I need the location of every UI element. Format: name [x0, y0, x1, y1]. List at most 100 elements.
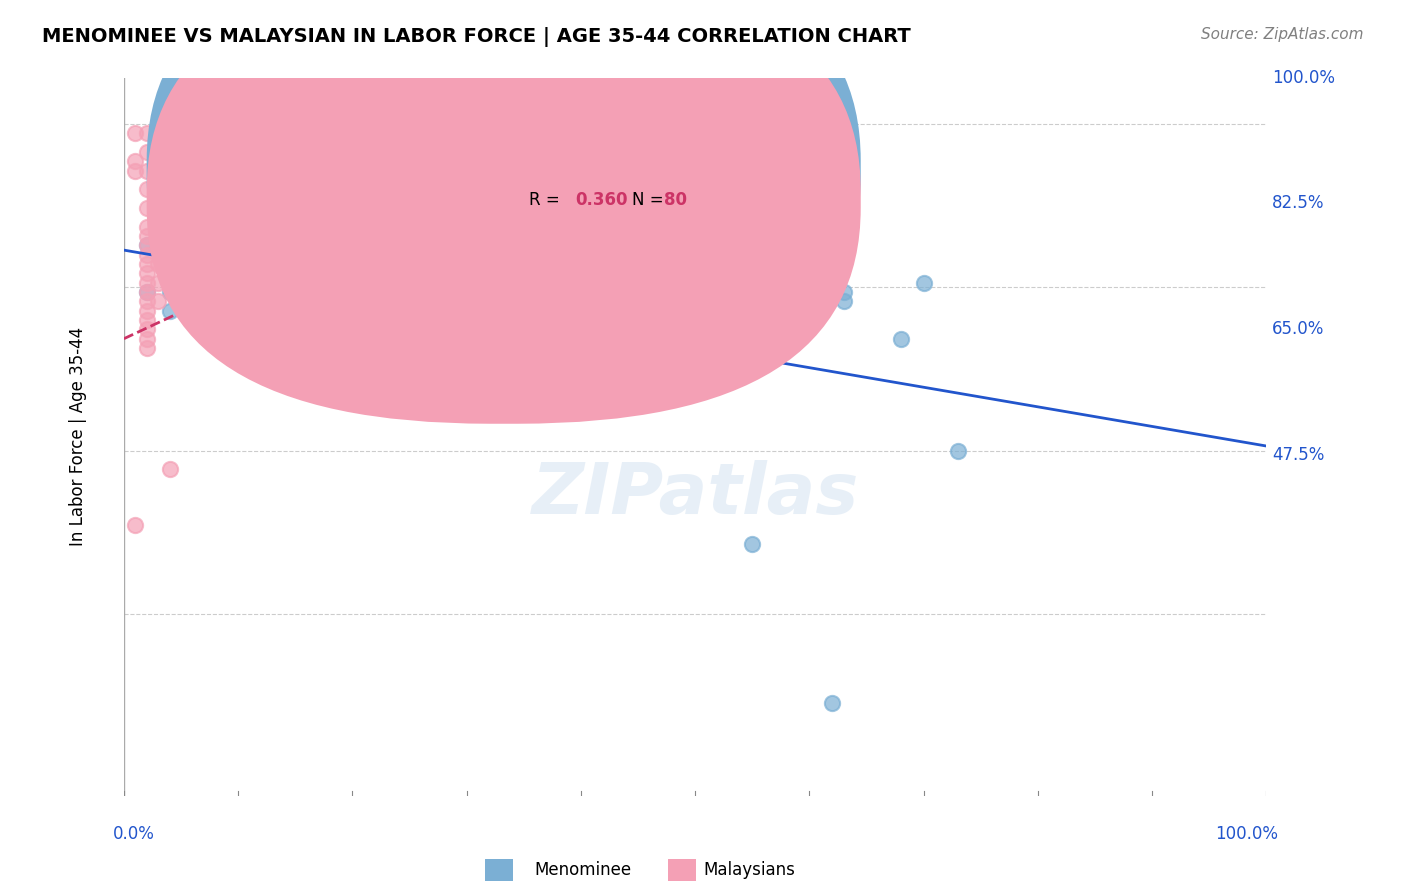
Point: [159, 303, 181, 318]
FancyBboxPatch shape: [146, 0, 860, 393]
Point: [135, 341, 157, 355]
Point: [135, 229, 157, 244]
Point: [146, 145, 169, 160]
Point: [193, 248, 215, 262]
Point: [135, 313, 157, 327]
Text: MENOMINEE VS MALAYSIAN IN LABOR FORCE | AGE 35-44 CORRELATION CHART: MENOMINEE VS MALAYSIAN IN LABOR FORCE | …: [42, 27, 911, 46]
Point: [124, 127, 146, 141]
Point: [159, 145, 181, 160]
Point: [159, 127, 181, 141]
Text: In Labor Force | Age 35-44: In Labor Force | Age 35-44: [69, 327, 87, 546]
Point: [318, 285, 340, 299]
Point: [146, 219, 169, 234]
Point: [135, 267, 157, 281]
Point: [159, 201, 181, 215]
Text: Menominee: Menominee: [534, 861, 631, 879]
Point: [146, 238, 169, 252]
Text: 47.5%: 47.5%: [1272, 446, 1324, 464]
Text: 82.5%: 82.5%: [1272, 194, 1324, 212]
Point: [181, 201, 204, 215]
Point: [204, 276, 226, 290]
Point: [193, 238, 215, 252]
Point: [273, 276, 295, 290]
Point: [226, 276, 249, 290]
Point: [170, 276, 193, 290]
Point: [170, 211, 193, 225]
Point: [181, 257, 204, 271]
Text: ZIPatlas: ZIPatlas: [531, 459, 859, 529]
Point: [215, 285, 238, 299]
Text: 65.0%: 65.0%: [1272, 320, 1324, 338]
Point: [181, 267, 204, 281]
Point: [215, 267, 238, 281]
Point: [146, 257, 169, 271]
Point: [342, 332, 364, 346]
Point: [170, 229, 193, 244]
Point: [135, 182, 157, 196]
Point: [226, 351, 249, 365]
Point: [135, 219, 157, 234]
Point: [307, 276, 329, 290]
Point: [890, 332, 912, 346]
Point: [912, 276, 935, 290]
Point: [170, 267, 193, 281]
Point: [181, 248, 204, 262]
Text: N =: N =: [633, 160, 669, 178]
FancyBboxPatch shape: [478, 149, 718, 221]
Point: [226, 313, 249, 327]
Point: [193, 267, 215, 281]
Point: [193, 303, 215, 318]
Point: [832, 294, 855, 309]
Point: [284, 285, 307, 299]
Text: 80: 80: [664, 191, 688, 209]
Point: [146, 276, 169, 290]
Point: [135, 294, 157, 309]
Point: [284, 257, 307, 271]
Point: [135, 285, 157, 299]
Point: [146, 127, 169, 141]
Point: [193, 229, 215, 244]
Point: [763, 219, 786, 234]
Point: [135, 257, 157, 271]
Point: [318, 303, 340, 318]
Text: 25: 25: [664, 160, 688, 178]
Point: [135, 163, 157, 178]
Point: [135, 276, 157, 290]
Point: [250, 267, 273, 281]
Point: [946, 443, 969, 458]
Point: [250, 303, 273, 318]
Text: N =: N =: [633, 191, 669, 209]
Point: [832, 285, 855, 299]
Point: [170, 285, 193, 299]
Point: [250, 285, 273, 299]
Point: [342, 285, 364, 299]
Text: 0.0%: 0.0%: [112, 824, 155, 843]
Point: [146, 163, 169, 178]
Point: [159, 276, 181, 290]
Point: [135, 332, 157, 346]
Point: [193, 285, 215, 299]
Point: [329, 322, 352, 336]
Point: [146, 182, 169, 196]
Point: [193, 285, 215, 299]
Point: [204, 257, 226, 271]
Point: [204, 238, 226, 252]
Text: Malaysians: Malaysians: [703, 861, 794, 879]
Point: [273, 303, 295, 318]
Point: [135, 322, 157, 336]
Point: [181, 219, 204, 234]
Point: [821, 696, 844, 710]
FancyBboxPatch shape: [146, 0, 860, 424]
Point: [135, 248, 157, 262]
Text: Source: ZipAtlas.com: Source: ZipAtlas.com: [1201, 27, 1364, 42]
Point: [204, 276, 226, 290]
Point: [146, 219, 169, 234]
Point: [159, 462, 181, 476]
Text: R =: R =: [530, 191, 571, 209]
Point: [124, 163, 146, 178]
Point: [170, 248, 193, 262]
Point: [124, 154, 146, 169]
Point: [295, 303, 318, 318]
Text: 0.360: 0.360: [575, 191, 627, 209]
Text: 100.0%: 100.0%: [1272, 69, 1336, 87]
